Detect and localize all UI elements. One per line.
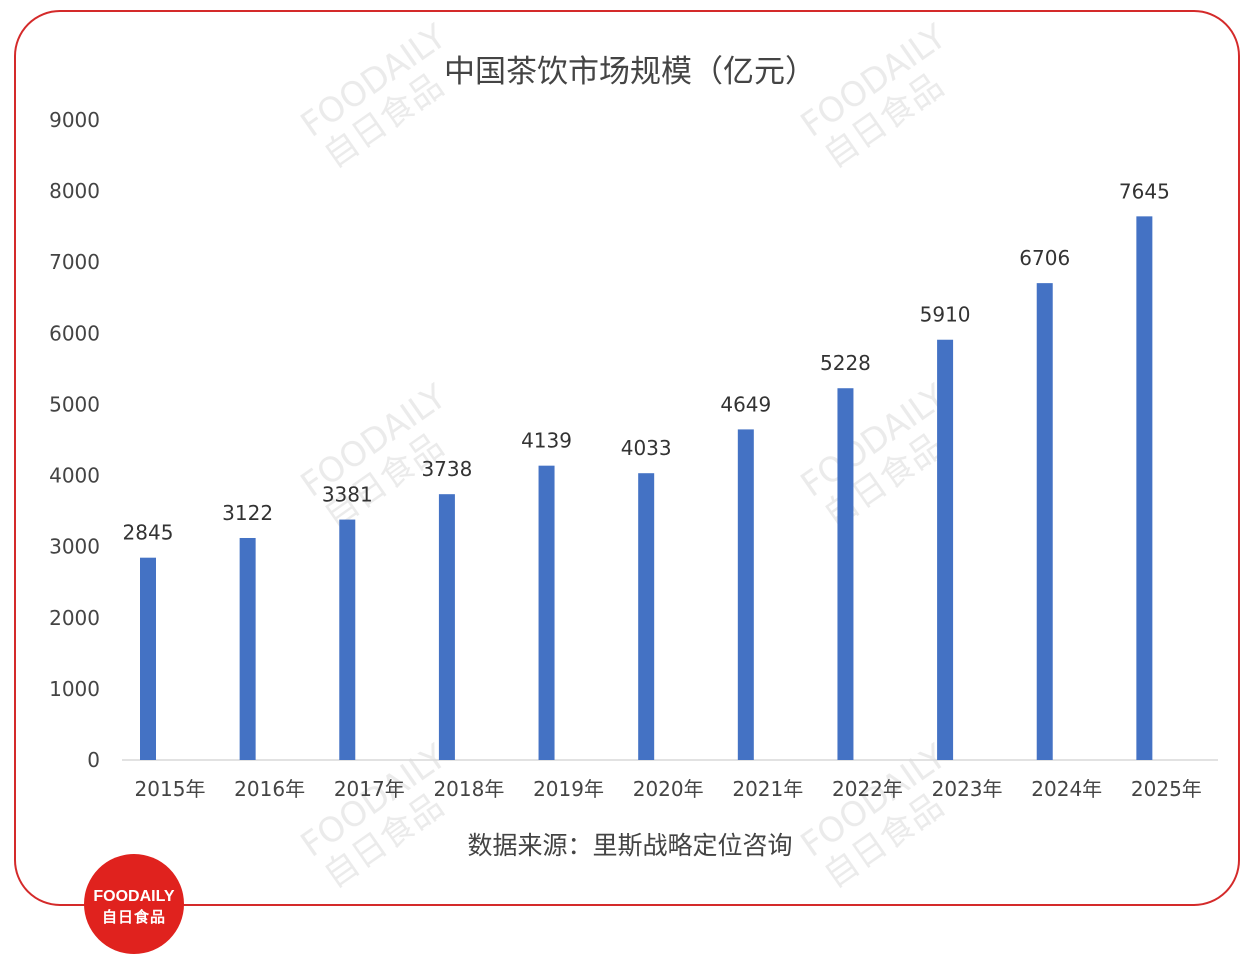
- chart-frame: [14, 10, 1240, 906]
- x-tick-label: 2020年: [633, 777, 704, 801]
- y-tick-label: 0: [87, 748, 100, 772]
- x-tick-label: 2018年: [433, 777, 504, 801]
- data-label: 5910: [920, 303, 971, 327]
- y-tick-label: 4000: [49, 464, 100, 488]
- bar: [937, 339, 954, 760]
- y-tick-label: 7000: [49, 250, 100, 274]
- x-tick-label: 2022年: [832, 777, 903, 801]
- bar: [438, 494, 455, 760]
- x-tick-label: 2025年: [1131, 777, 1202, 801]
- bar: [140, 557, 156, 760]
- bar: [638, 473, 655, 760]
- bar: [1136, 216, 1153, 760]
- x-tick-label: 2015年: [135, 777, 206, 801]
- logo-text-cn: 自日食品: [101, 908, 166, 926]
- data-label: 4139: [521, 429, 572, 453]
- y-axis: 0 1000 2000 3000 4000 5000 6000 7000 8000 9000: [49, 108, 100, 772]
- data-labels: 2845 3122 3381 3738 4139 4033 4649 5228 5910 6706…: [123, 179, 1170, 544]
- logo-text-en: FOODAILY: [93, 888, 175, 905]
- source-note: 数据来源：里斯战略定位咨询: [467, 831, 792, 860]
- x-axis: 2015年 2016年 2017年 2018年 2019年 2020年 2021年 2022年…: [135, 777, 1202, 801]
- bar-series: [140, 216, 1153, 760]
- bar: [339, 519, 356, 760]
- data-label: 3381: [322, 483, 373, 507]
- bar: [538, 465, 555, 760]
- data-label: 4649: [720, 392, 771, 416]
- data-label: 4033: [621, 436, 672, 460]
- x-tick-label: 2016年: [234, 777, 305, 801]
- bar: [239, 537, 256, 760]
- data-label: 3122: [222, 501, 273, 525]
- y-tick-label: 9000: [49, 108, 100, 132]
- y-tick-label: 5000: [49, 392, 100, 416]
- foodaily-logo: FOODAILY 自日食品: [84, 854, 184, 954]
- x-tick-label: 2017年: [334, 777, 405, 801]
- x-tick-label: 2023年: [932, 777, 1003, 801]
- data-label: 7645: [1119, 179, 1170, 203]
- data-label: 3738: [421, 457, 472, 481]
- x-tick-label: 2021年: [732, 777, 803, 801]
- bar: [1036, 283, 1053, 760]
- bar: [737, 429, 754, 760]
- y-tick-label: 6000: [49, 321, 100, 345]
- y-tick-label: 2000: [49, 606, 100, 630]
- bar: [837, 388, 854, 760]
- data-label: 5228: [820, 351, 871, 375]
- x-tick-label: 2024年: [1031, 777, 1102, 801]
- y-tick-label: 8000: [49, 179, 100, 203]
- chart-title: 中国茶饮市场规模（亿元）: [444, 54, 816, 90]
- y-tick-label: 3000: [49, 535, 100, 559]
- y-tick-label: 1000: [49, 677, 100, 701]
- data-label: 2845: [123, 521, 174, 545]
- x-tick-label: 2019年: [533, 777, 604, 801]
- data-label: 6706: [1019, 246, 1070, 270]
